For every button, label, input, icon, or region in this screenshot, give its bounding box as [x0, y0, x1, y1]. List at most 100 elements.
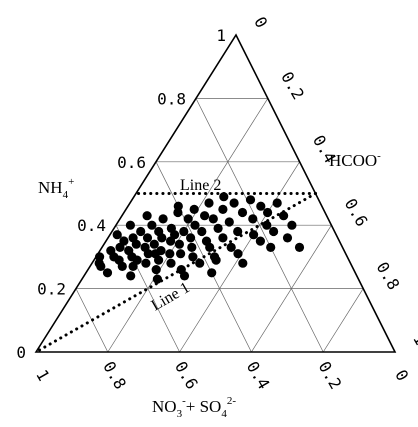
axis-label-no3-sup: -	[182, 395, 186, 407]
tick-label-hcoo: 1	[409, 330, 418, 348]
data-point	[112, 230, 122, 240]
tick-label-no3-so4: 0.6	[171, 358, 202, 393]
data-point	[136, 226, 146, 237]
tick-label-hcoo: 0	[250, 13, 271, 31]
data-point	[170, 230, 180, 240]
data-point	[282, 233, 293, 243]
data-point	[229, 198, 239, 208]
data-point	[195, 258, 205, 268]
data-point	[190, 220, 200, 230]
axis-label-no3-main: NO	[152, 397, 177, 416]
line-2-label: Line 2	[180, 177, 221, 194]
data-point	[200, 211, 210, 221]
tick-label-no3-so4: 1	[32, 366, 53, 384]
data-point	[256, 201, 266, 211]
data-point	[287, 220, 297, 230]
data-point	[142, 233, 153, 243]
data-point	[248, 214, 258, 224]
data-point	[226, 242, 236, 252]
tick-label-no3-so4: 0.8	[99, 358, 130, 393]
data-point	[179, 226, 189, 237]
data-point	[269, 226, 279, 237]
data-points	[94, 192, 305, 284]
data-point	[245, 195, 256, 205]
data-point	[204, 198, 214, 208]
data-point	[158, 214, 168, 224]
tick-label-nh4: 0.8	[157, 89, 186, 108]
data-point	[151, 265, 161, 275]
data-point	[147, 220, 157, 230]
data-point	[188, 252, 198, 262]
data-point	[197, 226, 207, 237]
axis-label-nh4-main: NH	[38, 178, 63, 197]
data-point	[238, 258, 248, 268]
tick-label-no3-so4: 0.2	[315, 358, 346, 393]
axis-label-no3-sub: 3	[177, 408, 183, 420]
tick-label-hcoo: 0.2	[277, 68, 308, 103]
tick-label-nh4: 0	[16, 343, 26, 362]
data-point	[157, 233, 167, 243]
data-point	[218, 204, 228, 214]
data-point	[150, 249, 160, 259]
axis-label-plus-so4: + SO	[186, 397, 222, 416]
axis-label-hcoo-main: HCOO	[329, 151, 377, 170]
data-point	[205, 242, 215, 252]
data-point	[224, 217, 234, 227]
data-point	[117, 261, 127, 271]
data-point	[149, 239, 159, 249]
data-point	[173, 201, 183, 211]
data-point	[208, 214, 218, 224]
grid-line-hcoo	[251, 225, 332, 353]
data-point	[233, 226, 243, 237]
data-point	[279, 211, 289, 221]
tick-label-nh4: 0.6	[117, 153, 146, 172]
data-point	[187, 242, 197, 252]
data-point	[266, 242, 276, 252]
data-point	[166, 258, 176, 268]
data-point	[125, 220, 135, 230]
data-point	[213, 223, 223, 233]
data-point	[249, 230, 259, 240]
reference-lines	[34, 192, 317, 354]
axis-label-nh4-sub: 4	[63, 189, 69, 201]
data-point	[126, 271, 136, 281]
data-point	[294, 242, 305, 252]
data-point	[211, 255, 221, 265]
axis-label-hcoo: HCOO-	[329, 150, 381, 170]
reference-line-2	[34, 192, 317, 354]
data-point	[165, 249, 175, 259]
data-point	[255, 236, 265, 246]
tick-label-no3-so4: 0	[391, 366, 412, 384]
data-point	[119, 236, 129, 246]
tick-label-hcoo: 0.8	[373, 259, 404, 294]
data-point	[179, 271, 190, 281]
grid-line-no3-so4	[115, 225, 180, 353]
grid-line-hcoo	[322, 288, 364, 353]
data-point	[272, 198, 282, 208]
data-point	[189, 204, 199, 214]
data-point	[219, 192, 229, 202]
data-point	[174, 239, 184, 249]
data-point	[96, 261, 106, 271]
axis-label-so4-sup: 2-	[227, 395, 237, 407]
data-point	[143, 249, 153, 259]
axis-label-nh4: NH4+	[38, 176, 74, 201]
axis-label-so4-sub: 4	[221, 408, 227, 420]
data-point	[102, 268, 113, 278]
data-point	[218, 233, 228, 243]
data-point	[237, 207, 248, 218]
data-point	[186, 233, 196, 243]
tick-label-no3-so4: 0.4	[243, 358, 274, 393]
axis-label-no3-so4: NO3-+ SO42-	[152, 395, 236, 420]
data-point	[183, 214, 193, 224]
data-point	[142, 211, 152, 221]
tick-label-nh4: 0.4	[77, 216, 106, 235]
axis-label-hcoo-sup: -	[377, 150, 381, 162]
data-point	[176, 249, 186, 259]
data-point	[207, 268, 217, 278]
tick-label-nh4: 1	[216, 26, 226, 45]
tick-label-nh4: 0.2	[37, 280, 66, 299]
data-point	[233, 249, 243, 259]
